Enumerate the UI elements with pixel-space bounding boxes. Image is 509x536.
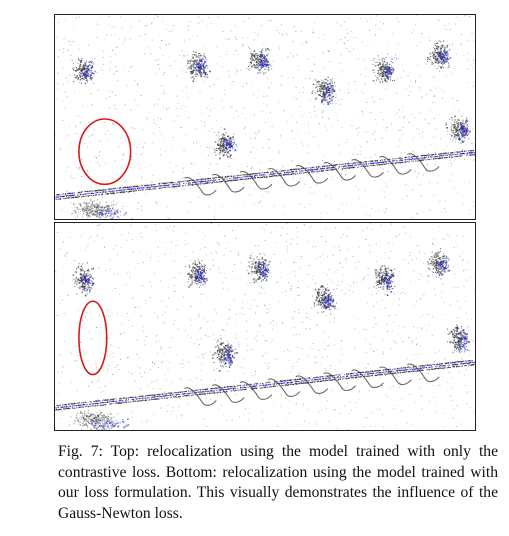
highlight-ellipse (78, 118, 132, 186)
map-point-cloud (55, 15, 475, 219)
figure (54, 14, 476, 431)
bottom-point-cloud-panel (54, 222, 476, 431)
curb-trace (184, 176, 217, 196)
figure-caption: Fig. 7: Top: relocalization using the mo… (58, 443, 498, 522)
curb-trace (351, 159, 384, 178)
curb-trace (323, 162, 356, 181)
bottom-point-cloud (55, 223, 475, 430)
top-point-cloud (55, 15, 475, 219)
curb-trace (239, 170, 273, 190)
highlight-ellipse (78, 300, 108, 376)
query-point-cloud (55, 223, 475, 430)
curb-trace (351, 369, 384, 389)
map-point-cloud (55, 223, 475, 430)
curb-trace (211, 173, 245, 193)
curb-trace (184, 387, 217, 406)
curb-trace (379, 156, 412, 175)
curb-trace (407, 153, 440, 172)
curb-trace (379, 366, 412, 386)
curb-trace (239, 381, 273, 400)
curb-trace (267, 167, 301, 187)
curb-trace (323, 372, 356, 392)
curb-trace (407, 363, 440, 383)
curb-trace (267, 378, 301, 397)
top-point-cloud-panel (54, 14, 476, 220)
curb-trace (295, 164, 329, 184)
curb-trace (295, 375, 329, 394)
curb-trace (211, 384, 245, 403)
